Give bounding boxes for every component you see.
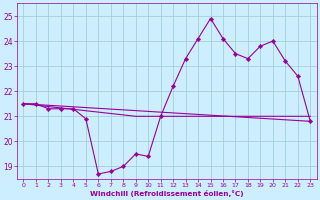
X-axis label: Windchill (Refroidissement éolien,°C): Windchill (Refroidissement éolien,°C) (90, 190, 244, 197)
